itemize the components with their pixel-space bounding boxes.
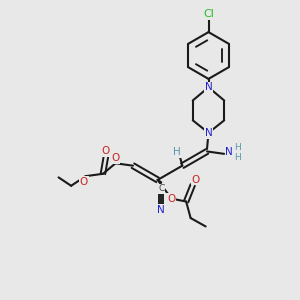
Text: H: H xyxy=(173,147,181,157)
Text: C: C xyxy=(158,184,164,194)
Text: O: O xyxy=(111,153,120,163)
Text: N: N xyxy=(205,128,212,138)
Text: N: N xyxy=(225,147,233,157)
Text: O: O xyxy=(167,194,175,203)
Text: O: O xyxy=(80,177,88,187)
Text: N: N xyxy=(205,82,212,92)
Text: H: H xyxy=(234,143,241,152)
Text: O: O xyxy=(192,175,200,184)
Text: H: H xyxy=(234,153,241,162)
Text: O: O xyxy=(101,146,110,156)
Text: N: N xyxy=(158,205,165,215)
Text: Cl: Cl xyxy=(203,9,214,19)
